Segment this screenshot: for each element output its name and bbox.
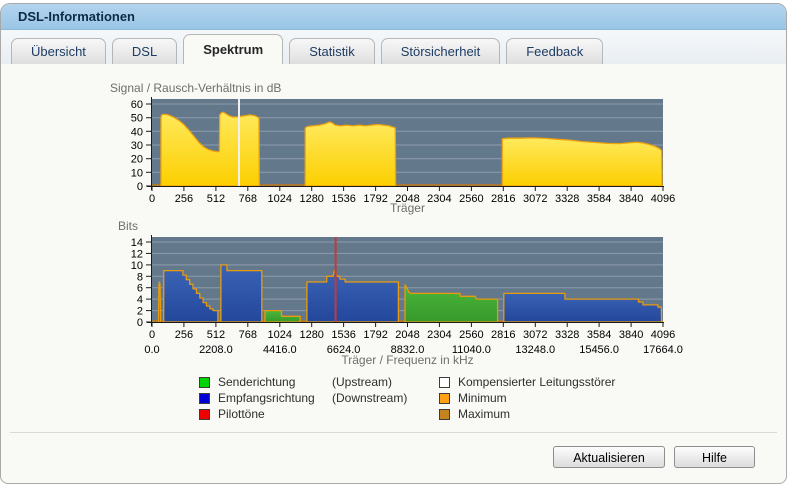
snr-chart-title: Signal / Rausch-Verhältnis in dB bbox=[110, 81, 282, 95]
svg-text:2560: 2560 bbox=[459, 329, 483, 341]
svg-text:0: 0 bbox=[137, 317, 143, 329]
legend-note-empfangsrichtung: (Downstream) bbox=[332, 391, 408, 405]
svg-text:2304: 2304 bbox=[427, 329, 451, 341]
tab-dsl[interactable]: DSL bbox=[111, 38, 178, 64]
svg-text:2048: 2048 bbox=[395, 329, 419, 341]
svg-text:768: 768 bbox=[239, 193, 257, 205]
svg-text:10: 10 bbox=[131, 260, 143, 272]
bits-xaxis-caption: Träger / Frequenz in kHz bbox=[341, 353, 474, 367]
svg-text:1024: 1024 bbox=[268, 329, 292, 341]
legend-note-senderichtung: (Upstream) bbox=[332, 375, 393, 389]
svg-text:0.0: 0.0 bbox=[144, 344, 159, 356]
svg-text:10: 10 bbox=[131, 167, 143, 179]
svg-text:40: 40 bbox=[131, 126, 143, 138]
svg-text:1536: 1536 bbox=[331, 193, 355, 205]
legend-label-empfangsrichtung: Empfangsrichtung bbox=[218, 391, 315, 405]
legend-swatch-minimum bbox=[439, 393, 450, 404]
svg-text:256: 256 bbox=[175, 193, 193, 205]
svg-text:50: 50 bbox=[131, 113, 143, 125]
svg-text:1792: 1792 bbox=[363, 329, 387, 341]
snr-xaxis-caption: Träger bbox=[390, 201, 425, 215]
svg-text:8: 8 bbox=[137, 271, 143, 283]
svg-text:8832.0: 8832.0 bbox=[391, 344, 425, 356]
tab-bar: Übersicht DSL Spektrum Statistik Störsicherh… bbox=[1, 30, 786, 64]
legend-swatch-senderichtung bbox=[199, 377, 210, 388]
svg-text:6: 6 bbox=[137, 283, 143, 295]
legend-label-senderichtung: Senderichtung bbox=[218, 375, 296, 389]
svg-text:3840: 3840 bbox=[619, 193, 643, 205]
svg-text:0: 0 bbox=[149, 329, 155, 341]
window-title-bar: DSL-Informationen bbox=[1, 4, 786, 30]
legend-label-minimum: Minimum bbox=[458, 391, 507, 405]
svg-text:11040.0: 11040.0 bbox=[452, 344, 491, 356]
tab-statistik[interactable]: Statistik bbox=[289, 38, 375, 64]
svg-text:3328: 3328 bbox=[555, 329, 579, 341]
divider bbox=[10, 432, 777, 433]
help-button[interactable]: Hilfe bbox=[674, 446, 755, 468]
legend-swatch-maximum bbox=[439, 409, 450, 420]
svg-text:1280: 1280 bbox=[299, 193, 323, 205]
svg-text:1024: 1024 bbox=[268, 193, 292, 205]
tab-spektrum[interactable]: Spektrum bbox=[183, 34, 284, 64]
svg-text:3584: 3584 bbox=[587, 329, 611, 341]
svg-text:2816: 2816 bbox=[491, 193, 515, 205]
svg-text:3072: 3072 bbox=[523, 329, 547, 341]
legend-swatch-pilottoene bbox=[199, 409, 210, 420]
svg-text:512: 512 bbox=[207, 329, 225, 341]
svg-text:17664.0: 17664.0 bbox=[643, 344, 683, 356]
svg-text:30: 30 bbox=[131, 140, 143, 152]
svg-text:2304: 2304 bbox=[427, 193, 451, 205]
legend-swatch-empfangsrichtung bbox=[199, 393, 210, 404]
series-1-1 bbox=[163, 264, 663, 323]
tab-feedback[interactable]: Feedback bbox=[506, 38, 604, 64]
svg-text:4: 4 bbox=[137, 294, 143, 306]
svg-text:1280: 1280 bbox=[299, 329, 323, 341]
svg-text:15456.0: 15456.0 bbox=[579, 344, 619, 356]
refresh-button[interactable]: Aktualisieren bbox=[553, 446, 665, 468]
svg-text:2816: 2816 bbox=[491, 329, 515, 341]
tab-stoersicherheit[interactable]: Störsicherheit bbox=[380, 38, 501, 64]
bits-chart-title: Bits bbox=[118, 219, 139, 233]
svg-text:3328: 3328 bbox=[555, 193, 579, 205]
svg-text:4096: 4096 bbox=[651, 329, 675, 341]
svg-text:3840: 3840 bbox=[619, 329, 643, 341]
svg-text:2: 2 bbox=[137, 306, 143, 318]
svg-text:14: 14 bbox=[131, 237, 143, 249]
page-title: DSL-Informationen bbox=[18, 9, 135, 24]
dsl-informationen-window: DSL-Informationen Übersicht DSL Spektrum St… bbox=[0, 3, 787, 484]
legend-label-pilottoene: Pilottöne bbox=[218, 407, 265, 421]
svg-text:60: 60 bbox=[131, 99, 143, 111]
svg-text:768: 768 bbox=[239, 329, 257, 341]
legend-label-kompensierter-leitungsstoerer: Kompensierter Leitungsstörer bbox=[458, 375, 616, 389]
svg-text:4416.0: 4416.0 bbox=[263, 344, 297, 356]
series-0-0 bbox=[160, 111, 663, 187]
svg-text:13248.0: 13248.0 bbox=[515, 344, 555, 356]
svg-text:2048: 2048 bbox=[395, 193, 419, 205]
svg-text:2560: 2560 bbox=[459, 193, 483, 205]
svg-text:20: 20 bbox=[131, 154, 143, 166]
legend-label-maximum: Maximum bbox=[458, 407, 511, 421]
svg-text:1792: 1792 bbox=[363, 193, 387, 205]
svg-text:3072: 3072 bbox=[523, 193, 547, 205]
legend-swatch-kompensierter-leitungsstoerer bbox=[439, 377, 450, 388]
svg-text:12: 12 bbox=[131, 248, 143, 260]
svg-text:512: 512 bbox=[207, 193, 225, 205]
tab-uebersicht[interactable]: Übersicht bbox=[11, 38, 106, 64]
svg-text:3584: 3584 bbox=[587, 193, 611, 205]
svg-text:6624.0: 6624.0 bbox=[327, 344, 361, 356]
svg-text:256: 256 bbox=[175, 329, 193, 341]
svg-text:0: 0 bbox=[137, 181, 143, 193]
svg-text:2208.0: 2208.0 bbox=[199, 344, 233, 356]
content-area: 0 10 20 30 40 50 60 0 256 512 768 1024 1280 1536 1792 2… bbox=[1, 4, 786, 483]
svg-text:4096: 4096 bbox=[651, 193, 675, 205]
svg-text:0: 0 bbox=[149, 193, 155, 205]
svg-text:1536: 1536 bbox=[331, 329, 355, 341]
